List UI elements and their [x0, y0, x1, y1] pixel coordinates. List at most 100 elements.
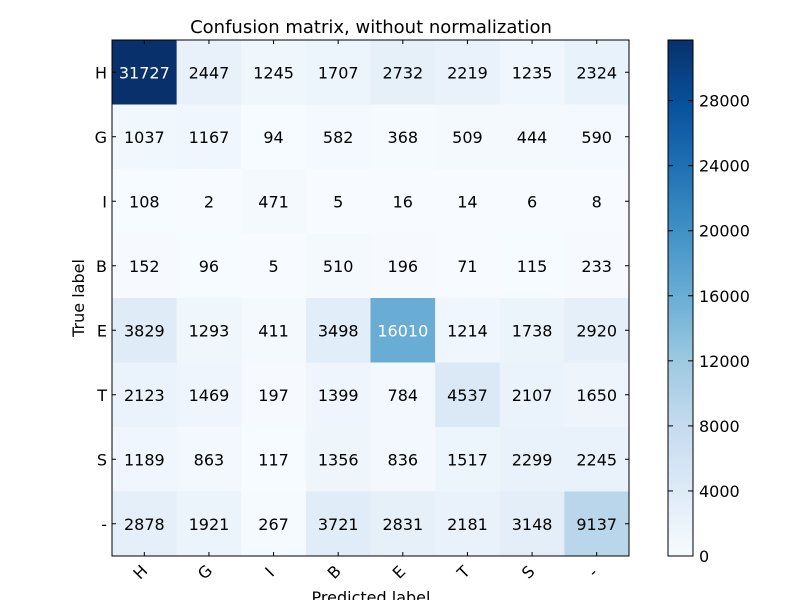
colorbar-tick-label: 20000: [699, 222, 750, 241]
cell-value: 2123: [124, 386, 165, 405]
cell-value: 196: [388, 257, 419, 276]
heatmap-cell: [112, 104, 178, 170]
heatmap-cell: [435, 298, 501, 363]
x-tick-label: B: [324, 562, 345, 583]
cell-value: 4537: [447, 386, 488, 405]
heatmap-cell: [370, 491, 436, 557]
colorbar-tick-label: 0: [699, 547, 709, 566]
y-tick-label: G: [95, 128, 107, 147]
cell-value: 2732: [382, 63, 423, 82]
heatmap-cell: [564, 298, 630, 363]
cell-value: 197: [258, 386, 289, 405]
heatmap-cell: [370, 298, 436, 363]
cell-value: 1399: [318, 386, 359, 405]
cell-value: 6: [527, 192, 537, 211]
cell-value: 117: [258, 450, 289, 469]
cell-value: 16010: [377, 321, 428, 340]
heatmap-cell: [564, 40, 630, 105]
heatmap-cell: [305, 298, 371, 363]
heatmap-cell: [112, 40, 178, 105]
heatmap-cell: [112, 169, 178, 234]
cell-value: 2181: [447, 515, 488, 534]
cell-value: 2920: [576, 321, 617, 340]
heatmap-cell: [112, 362, 178, 428]
heatmap-cell: [176, 427, 242, 492]
heatmap-cell: [176, 491, 242, 557]
cell-value: 1214: [447, 321, 488, 340]
heatmap-cell: [499, 169, 565, 234]
cell-value: 31727: [119, 63, 170, 82]
cell-value: 14: [457, 192, 477, 211]
heatmap-cell: [370, 169, 436, 234]
colorbar: 0 4000 8000 12000 16000 20000 24000 28000: [667, 39, 750, 566]
heatmap-cell: [112, 298, 178, 363]
heatmap-cell: [435, 104, 501, 170]
heatmap-cell: [305, 169, 371, 234]
cell-value: 1167: [189, 128, 230, 147]
cell-value: 1921: [189, 515, 230, 534]
heatmap-cell: [241, 40, 307, 105]
heatmap-cell: [499, 233, 565, 299]
heatmap-cell: [305, 40, 371, 105]
heatmap-cell: [112, 491, 178, 557]
x-tick-label: I: [261, 564, 278, 581]
heatmap-cell: [176, 104, 242, 170]
x-tick-label: G: [194, 561, 216, 583]
cell-value: 2447: [189, 63, 230, 82]
heatmap-cell: [499, 298, 565, 363]
heatmap-cell: [241, 362, 307, 428]
heatmap-cell: [241, 233, 307, 299]
x-tick-label: S: [518, 562, 539, 583]
heatmap-cell: [499, 40, 565, 105]
heatmap-cell: [499, 491, 565, 557]
x-axis-label: Predicted label: [312, 588, 431, 600]
heatmap-cell: [241, 169, 307, 234]
heatmap-cell: [305, 233, 371, 299]
cell-value: 510: [323, 257, 354, 276]
cell-value: 444: [517, 128, 548, 147]
cell-value: 1293: [189, 321, 230, 340]
heatmap-cell: [176, 169, 242, 234]
colorbar-tick-label: 28000: [699, 92, 750, 111]
cell-value: 8: [592, 192, 602, 211]
x-tick-label: H: [129, 561, 151, 583]
y-tick-labels: H G I B E T S -: [95, 63, 108, 534]
heatmap-cell: [564, 362, 630, 428]
heatmap-cell: [435, 169, 501, 234]
cell-value: 2299: [512, 450, 553, 469]
cell-value: 509: [452, 128, 483, 147]
y-tick-label: I: [102, 192, 107, 211]
cell-value: 2219: [447, 63, 488, 82]
cell-value: 233: [581, 257, 612, 276]
cell-value: 5: [333, 192, 343, 211]
y-axis-label: True label: [69, 259, 88, 338]
cell-value: 267: [258, 515, 289, 534]
heatmap-cell: [370, 233, 436, 299]
cell-value: 1037: [124, 128, 165, 147]
heatmap-cell: [305, 104, 371, 170]
cell-value-labels: 31727 2447 1245 1707 2732 2219 1235 2324 1037 116…: [119, 63, 617, 534]
heatmap-cell: [241, 491, 307, 557]
y-tick-label: -: [101, 515, 107, 534]
heatmap-cell: [241, 298, 307, 363]
heatmap-cell: [305, 491, 371, 557]
heatmap-cell: [435, 491, 501, 557]
heatmap-cell: [564, 491, 630, 557]
heatmap-cell: [112, 233, 178, 299]
cell-value: 3148: [512, 515, 553, 534]
heatmap-cell: [112, 427, 178, 492]
heatmap-cell: [435, 233, 501, 299]
axis-ticks: [112, 40, 629, 556]
cell-value: 471: [258, 192, 289, 211]
cell-value: 368: [388, 128, 419, 147]
heatmap-cell: [176, 40, 242, 105]
y-tick-label: T: [96, 386, 107, 405]
heatmap-cell: [176, 362, 242, 428]
plot-frame: [111, 39, 630, 557]
heatmap-cell: [564, 427, 630, 492]
cell-value: 2878: [124, 515, 165, 534]
cell-value: 1650: [576, 386, 617, 405]
heatmap-cell: [435, 362, 501, 428]
